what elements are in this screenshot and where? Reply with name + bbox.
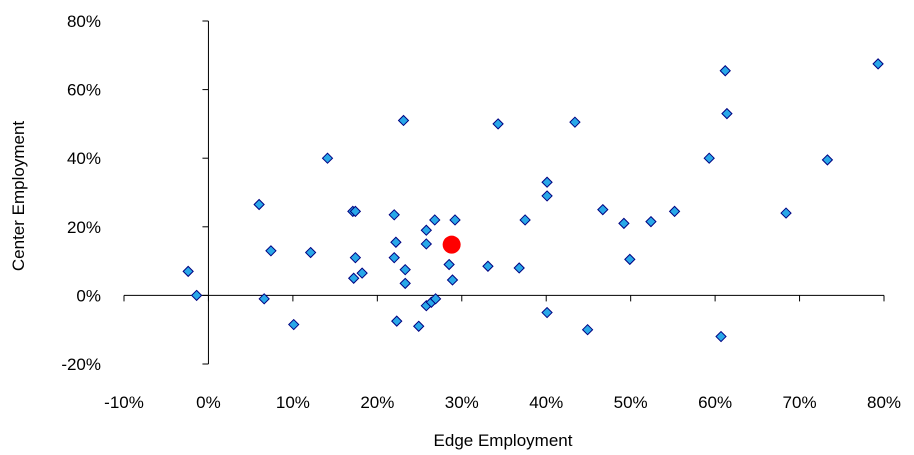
x-tick-label: 0%	[196, 393, 221, 412]
data-point	[581, 323, 594, 336]
y-tick-label: 20%	[67, 218, 101, 237]
data-point	[513, 262, 525, 274]
y-tick-label: 60%	[67, 81, 101, 100]
data-point	[618, 217, 630, 230]
x-tick-label: 80%	[867, 393, 901, 412]
data-point	[872, 58, 884, 70]
data-point	[304, 246, 317, 259]
axes	[123, 20, 885, 365]
data-point	[541, 190, 553, 202]
data-point	[388, 251, 400, 264]
x-tick-label: 30%	[445, 393, 479, 412]
data-point	[347, 272, 360, 284]
data-point	[482, 260, 494, 272]
data-point	[780, 207, 792, 219]
data-point	[265, 245, 277, 257]
data-point	[321, 152, 334, 164]
data-point	[715, 330, 727, 343]
data-points	[182, 58, 884, 343]
data-point	[258, 293, 270, 305]
data-point	[569, 116, 581, 128]
data-point	[446, 274, 459, 286]
y-tick-label: -20%	[61, 355, 101, 374]
data-point	[388, 209, 400, 221]
x-tick-label: 60%	[698, 393, 732, 412]
data-point	[597, 203, 609, 216]
data-point	[420, 224, 433, 236]
x-tick-label: 70%	[783, 393, 817, 412]
data-point	[429, 214, 441, 226]
data-point	[429, 293, 442, 305]
data-point	[420, 238, 433, 250]
data-point	[541, 306, 553, 319]
y-axis-title: Center Employment	[9, 121, 28, 272]
data-point	[821, 154, 834, 166]
data-point	[719, 65, 731, 77]
x-tick-labels: -10% 0% 10% 20% 30% 40% 50% 60% 70% 80%	[104, 393, 901, 412]
data-point	[349, 205, 362, 218]
x-tick-label: -10%	[104, 393, 144, 412]
y-tick-label: 80%	[67, 12, 101, 31]
data-point	[190, 289, 203, 302]
data-point	[397, 114, 410, 127]
x-tick-label: 20%	[360, 393, 394, 412]
data-point	[443, 258, 455, 271]
x-tick-label: 50%	[614, 393, 648, 412]
x-tick-label: 10%	[276, 393, 310, 412]
y-tick-label: 0%	[76, 286, 101, 305]
data-point	[253, 198, 265, 211]
data-point	[399, 263, 411, 276]
data-point	[541, 176, 553, 188]
data-point	[703, 152, 715, 164]
data-point	[390, 236, 402, 248]
y-tick-labels: -20% 0% 20% 40% 60% 80%	[61, 12, 101, 374]
data-point	[624, 253, 636, 266]
data-point	[182, 265, 194, 278]
data-point	[413, 320, 425, 332]
data-point	[356, 267, 368, 279]
y-tick-label: 40%	[67, 149, 101, 168]
data-point	[449, 214, 461, 226]
data-point	[288, 318, 300, 331]
x-tick-label: 40%	[529, 393, 563, 412]
data-point	[668, 205, 681, 218]
data-point	[519, 214, 531, 226]
data-point	[349, 251, 362, 264]
data-point	[391, 315, 403, 327]
data-point	[492, 118, 504, 130]
data-point	[721, 107, 733, 120]
highlight-point	[442, 235, 461, 254]
data-point	[645, 215, 657, 228]
x-axis-title: Edge Employment	[434, 431, 573, 450]
data-point	[399, 277, 411, 290]
